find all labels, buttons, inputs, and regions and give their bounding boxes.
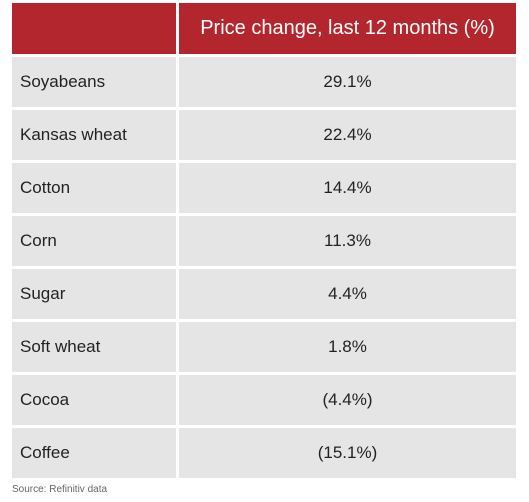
commodity-name: Sugar — [12, 267, 179, 322]
price-change-value: 4.4% — [177, 267, 516, 322]
commodity-name: Coffee — [12, 426, 179, 481]
table-row: Kansas wheat 22.4% — [12, 108, 516, 163]
commodity-name: Corn — [12, 214, 179, 269]
price-change-value: 29.1% — [177, 55, 516, 110]
table-row: Soyabeans 29.1% — [12, 55, 516, 110]
commodity-name: Cocoa — [12, 373, 179, 428]
commodity-name: Cotton — [12, 161, 179, 216]
commodity-name: Kansas wheat — [12, 108, 179, 163]
price-change-value: 14.4% — [177, 161, 516, 216]
table-row: Soft wheat 1.8% — [12, 320, 516, 375]
table-row: Corn 11.3% — [12, 214, 516, 269]
commodity-name: Soyabeans — [12, 55, 179, 110]
table-row: Cocoa (4.4%) — [12, 373, 516, 428]
commodity-name: Soft wheat — [12, 320, 179, 375]
table-row: Sugar 4.4% — [12, 267, 516, 322]
table-body: Soyabeans 29.1% Kansas wheat 22.4% Cotton 14.… — [12, 55, 516, 481]
price-change-value: 11.3% — [177, 214, 516, 269]
header-price-change: Price change, last 12 months (%) — [177, 3, 516, 57]
table-row: Cotton 14.4% — [12, 161, 516, 216]
price-change-value: (15.1%) — [177, 426, 516, 481]
source-note: Source: Refinitiv data — [12, 484, 108, 495]
price-change-table: Price change, last 12 months (%) Soyabea… — [12, 3, 516, 481]
price-change-value: 22.4% — [177, 108, 516, 163]
price-change-value: 1.8% — [177, 320, 516, 375]
table-header-row: Price change, last 12 months (%) — [12, 3, 516, 57]
header-commodity-cell — [12, 3, 179, 57]
table-row: Coffee (15.1%) — [12, 426, 516, 481]
price-change-value: (4.4%) — [177, 373, 516, 428]
